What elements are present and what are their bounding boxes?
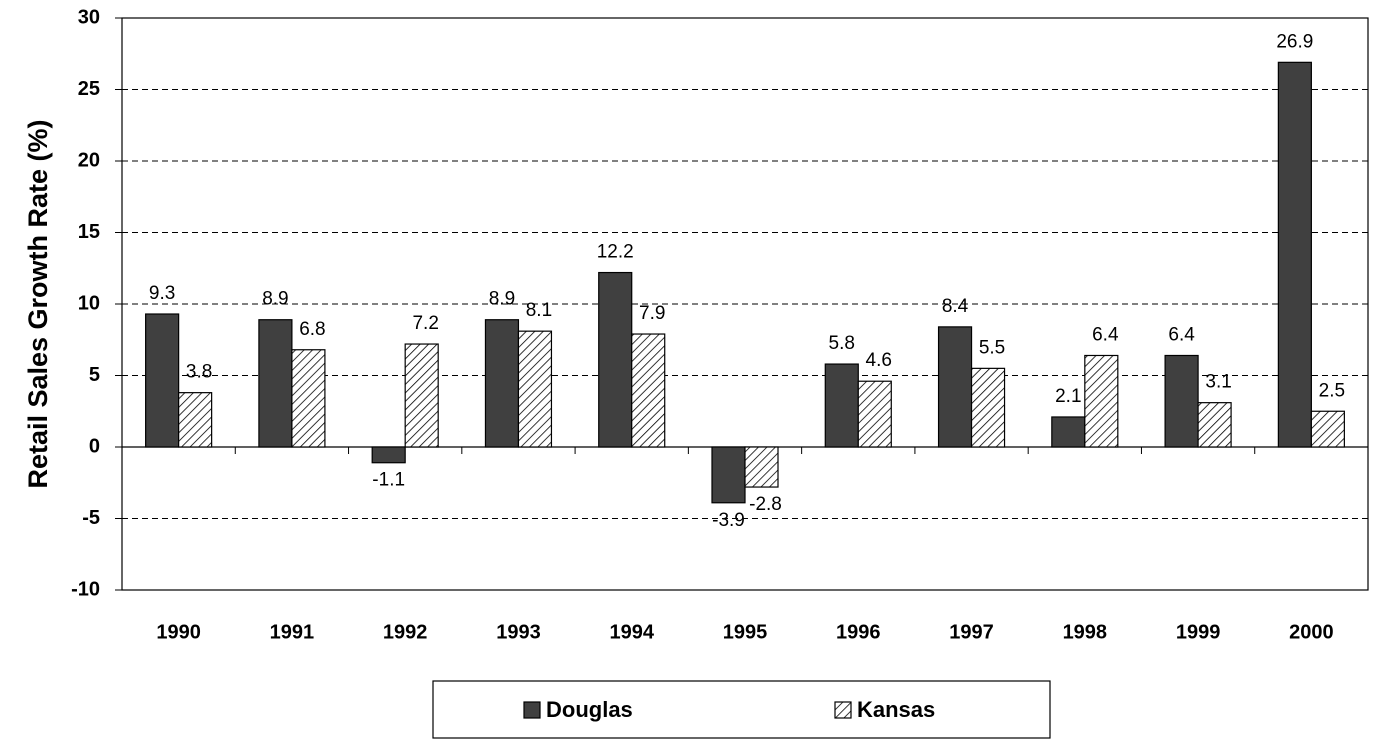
bar <box>178 392 213 448</box>
bar <box>1084 354 1119 448</box>
value-label: -2.8 <box>749 494 782 515</box>
bar <box>145 313 180 448</box>
value-label: 2.1 <box>1055 386 1081 407</box>
plot-border <box>121 17 1369 591</box>
bar <box>970 367 1006 448</box>
value-label: 5.5 <box>979 337 1005 358</box>
y-tick-label: 15 <box>78 221 100 243</box>
bar <box>1310 410 1345 448</box>
x-tick-label: 1991 <box>270 621 315 643</box>
y-tick-label: -5 <box>82 507 100 529</box>
y-tick-label: 25 <box>78 78 100 100</box>
legend-swatch <box>523 701 541 719</box>
bar <box>744 446 779 488</box>
value-label: 8.9 <box>489 289 515 310</box>
value-label: 2.5 <box>1319 380 1345 401</box>
value-label: 6.4 <box>1168 324 1195 345</box>
y-tick-label: -10 <box>71 578 100 600</box>
bar <box>1277 61 1312 448</box>
x-tick-label: 1996 <box>836 621 881 643</box>
x-tick-label: 1994 <box>609 621 654 643</box>
value-label: -3.9 <box>712 510 745 531</box>
y-axis-title: Retail Sales Growth Rate (%) <box>23 119 53 488</box>
bar <box>517 330 553 448</box>
legend-label: Douglas <box>546 697 633 722</box>
y-tick-label: 0 <box>89 435 100 457</box>
value-label: 3.8 <box>186 362 212 383</box>
bar <box>1051 416 1086 448</box>
y-tick-label: 5 <box>89 364 100 386</box>
y-tick-label: 30 <box>78 6 100 28</box>
legend-swatch <box>834 701 852 719</box>
y-tick-label: 20 <box>78 149 100 171</box>
bar <box>631 333 666 448</box>
bar <box>711 446 746 504</box>
value-label: 26.9 <box>1276 31 1313 52</box>
value-label: 5.8 <box>829 333 855 354</box>
value-label: 12.2 <box>597 242 634 263</box>
value-label: 4.6 <box>866 350 892 371</box>
value-label: 7.9 <box>639 303 665 324</box>
bar <box>598 271 633 448</box>
x-tick-label: 1990 <box>156 621 201 643</box>
value-label: 6.8 <box>299 319 325 340</box>
bar <box>1197 402 1232 448</box>
value-label: -1.1 <box>372 470 405 491</box>
value-label: 8.4 <box>942 296 969 317</box>
value-label: 6.4 <box>1092 324 1119 345</box>
bar <box>1164 354 1199 448</box>
bar <box>937 326 973 448</box>
x-tick-label: 1995 <box>723 621 768 643</box>
value-label: 3.1 <box>1205 372 1231 393</box>
legend-label: Kansas <box>857 697 935 722</box>
x-tick-label: 1992 <box>383 621 428 643</box>
value-label: 7.2 <box>412 313 438 334</box>
value-label: 8.1 <box>526 300 552 321</box>
bar <box>857 380 892 448</box>
x-tick-label: 1993 <box>496 621 541 643</box>
bar <box>258 319 293 448</box>
bar <box>291 349 326 448</box>
x-tick-label: 1997 <box>949 621 994 643</box>
value-label: 9.3 <box>149 283 175 304</box>
bar <box>404 343 439 448</box>
x-tick-label: 1998 <box>1063 621 1108 643</box>
bar <box>484 319 520 448</box>
value-label: 8.9 <box>262 289 288 310</box>
y-tick-label: 10 <box>78 292 100 314</box>
bar <box>371 446 406 464</box>
x-tick-label: 2000 <box>1289 621 1334 643</box>
bar <box>824 363 859 448</box>
x-tick-label: 1999 <box>1176 621 1221 643</box>
